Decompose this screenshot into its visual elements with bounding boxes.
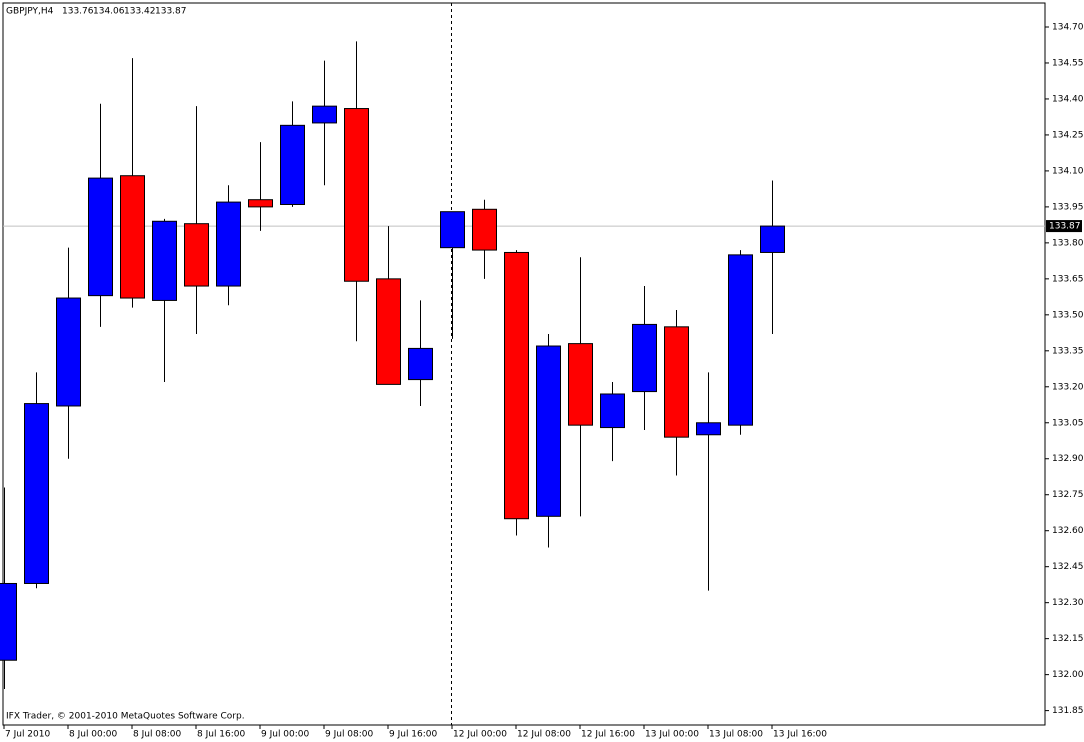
y-tick-label: 133.65 [1052,274,1084,284]
y-tick-label: 132.75 [1052,490,1084,500]
x-tick-label: 8 Jul 16:00 [197,730,246,740]
y-tick-label: 133.20 [1052,382,1084,392]
y-tick-label: 132.60 [1052,526,1084,536]
x-tick-label: 9 Jul 16:00 [389,730,438,740]
x-tick-label: 9 Jul 08:00 [325,730,374,740]
footer: IFX Trader, © 2001-2010 MetaQuotes Softw… [6,712,245,722]
y-tick-label: 134.25 [1052,130,1084,140]
y-tick-label: 134.10 [1052,166,1084,176]
candle-body [24,403,49,584]
y-tick-label: 134.55 [1052,58,1084,68]
candle-body [536,345,561,517]
header-close: 133.87 [155,7,187,17]
candle-body [344,108,369,282]
y-tick-label: 132.00 [1052,670,1084,680]
candle-body [376,278,401,385]
x-tick-label: 7 Jul 2010 [5,730,50,740]
candle-body [504,251,529,520]
y-tick-label: 133.95 [1052,202,1084,212]
x-tick-label: 12 Jul 00:00 [453,730,507,740]
candle-body [600,393,625,429]
y-tick-label: 133.05 [1052,418,1084,428]
candle-body [728,254,753,426]
candle-body [248,199,273,208]
y-tick-label: 132.15 [1052,634,1084,644]
candle-body [152,220,177,301]
x-tick-label: 12 Jul 16:00 [581,730,635,740]
candle-body [0,582,17,661]
x-tick-label: 13 Jul 00:00 [645,730,699,740]
candle-body [312,105,337,124]
candle-body [56,297,81,407]
y-tick-label: 133.50 [1052,310,1084,320]
symbol: GBPJPY,H4 [6,7,54,17]
price-tag [1046,220,1082,233]
header-open: 133.76 [62,7,94,17]
candle-body [120,175,145,299]
candle-body [408,347,433,381]
candle-body [664,326,689,438]
header-high: 134.06 [93,7,125,17]
x-tick-label: 13 Jul 08:00 [709,730,763,740]
header-low: 133.42 [124,7,156,17]
y-tick-label: 133.35 [1052,346,1084,356]
candle-body [88,177,113,297]
y-tick-label: 134.70 [1052,22,1084,32]
x-tick-label: 12 Jul 08:00 [517,730,571,740]
y-tick-label: 132.90 [1052,454,1084,464]
candle-body [760,225,785,253]
candle-body [696,422,721,436]
y-tick-label: 132.30 [1052,598,1084,608]
x-tick-label: 8 Jul 08:00 [133,730,182,740]
x-tick-label: 9 Jul 00:00 [261,730,310,740]
candle-body [440,211,465,249]
candle-body [216,201,241,287]
y-tick-label: 133.80 [1052,238,1084,248]
y-tick-label: 131.85 [1052,706,1084,716]
candle-body [632,323,657,393]
price-tag-label: 133.87 [1049,222,1081,232]
x-tick-label: 8 Jul 00:00 [69,730,118,740]
y-tick-label: 132.45 [1052,562,1084,572]
candle-body [280,124,305,205]
candle-body [184,223,209,287]
candle-body [568,343,593,426]
candle-body [472,208,497,251]
y-tick-label: 134.40 [1052,94,1084,104]
x-tick-label: 13 Jul 16:00 [773,730,827,740]
